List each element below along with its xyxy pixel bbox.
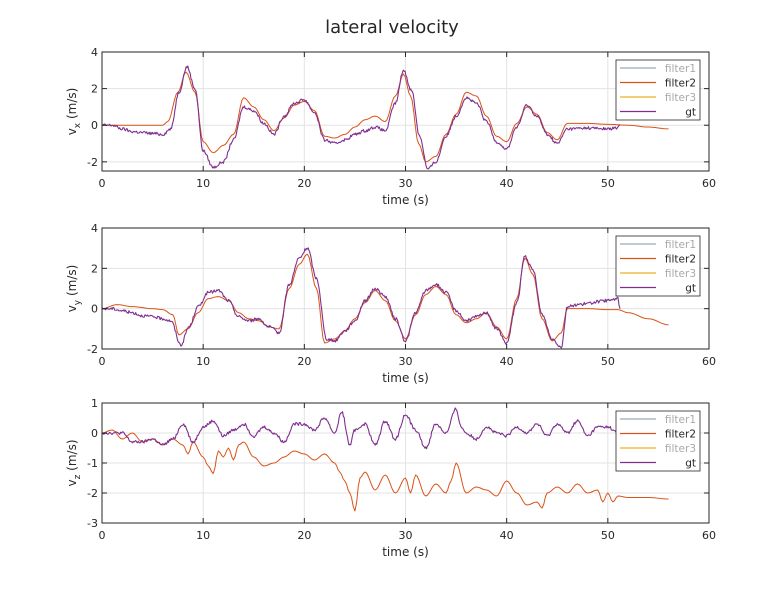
y-axis-label: vz (m/s) [65,439,83,486]
y-axis-label-unit: (m/s) [65,88,79,123]
legend-label-gt: gt [685,283,696,295]
y-tick-label: 2 [91,262,98,275]
x-tick-label: 50 [601,177,615,190]
y-axis-label-main: v [65,479,79,486]
series-line-gt [102,65,621,170]
x-tick-label: 20 [297,355,311,368]
x-tick-label: 0 [99,529,106,542]
x-tick-label: 10 [196,529,210,542]
legend-label-filter2: filter2 [665,429,696,441]
legend-label-filter3: filter3 [665,443,696,455]
x-tick-label: 10 [196,177,210,190]
y-axis-label-sub: x [73,122,83,128]
legend-label-gt: gt [685,107,696,119]
x-axis-label: time (s) [382,371,429,385]
x-tick-label: 60 [702,529,716,542]
legend-label-gt: gt [685,458,696,470]
x-tick-label: 0 [99,177,106,190]
series-lines [102,407,669,512]
legend-box [615,410,701,472]
legend-label-filter2: filter2 [665,254,696,266]
y-tick-label: 0 [91,119,98,132]
y-tick-label: -3 [87,517,98,530]
legend-box [615,235,701,297]
y-axis-label-sub: z [73,474,83,479]
legend-label-filter1: filter1 [665,414,696,426]
y-tick-label: 1 [91,397,98,410]
legend: filter1 filter2 filter3 gt [615,235,701,297]
subplot-3: 0 10 20 30 40 50 60 -3 -2 -1 0 1 time (s) vz (m/s) fil… [65,397,716,559]
x-tick-label: 30 [399,355,413,368]
x-tick-label: 60 [702,177,716,190]
legend: filter1 filter2 filter3 gt [615,410,701,472]
x-axis-label: time (s) [382,545,429,559]
legend-label-filter3: filter3 [665,92,696,104]
y-tick-label: -1 [87,457,98,470]
y-axis-label: vx (m/s) [65,88,83,136]
y-axis-label-sub: y [73,299,83,305]
y-tick-label: 0 [91,303,98,316]
legend-label-filter1: filter1 [665,63,696,75]
series-lines [102,65,669,170]
legend-box [615,59,701,121]
y-tick-label: -2 [87,487,98,500]
x-tick-label: 30 [399,177,413,190]
legend: filter1 filter2 filter3 gt [615,59,701,121]
series-line-gt [102,247,621,349]
y-axis-label-main: v [65,128,79,135]
x-tick-label: 50 [601,355,615,368]
x-tick-label: 0 [99,355,106,368]
figure-title: lateral velocity [325,17,459,38]
x-tick-label: 20 [297,529,311,542]
x-tick-label: 40 [500,529,514,542]
y-tick-label: -2 [87,156,98,169]
legend-label-filter2: filter2 [665,78,696,90]
series-lines [102,247,669,349]
y-tick-label: -2 [87,343,98,356]
x-axis-label: time (s) [382,193,429,207]
series-line-gt [102,407,619,450]
legend-label-filter1: filter1 [665,239,696,251]
y-tick-label: 4 [91,46,98,59]
y-axis-label-main: v [65,305,79,312]
x-tick-label: 50 [601,529,615,542]
x-tick-label: 40 [500,355,514,368]
x-tick-label: 20 [297,177,311,190]
series-line-filter2 [102,253,669,344]
x-tick-label: 10 [196,355,210,368]
x-tick-label: 60 [702,355,716,368]
y-axis-label: vy (m/s) [65,265,83,313]
y-tick-label: 0 [91,427,98,440]
series-line-filter2 [102,429,669,512]
y-axis-label-unit: (m/s) [65,439,79,474]
y-tick-label: 2 [91,83,98,96]
x-tick-label: 40 [500,177,514,190]
legend-label-filter3: filter3 [665,268,696,280]
y-axis-label-unit: (m/s) [65,265,79,300]
x-tick-label: 30 [399,529,413,542]
y-tick-label: 4 [91,222,98,235]
